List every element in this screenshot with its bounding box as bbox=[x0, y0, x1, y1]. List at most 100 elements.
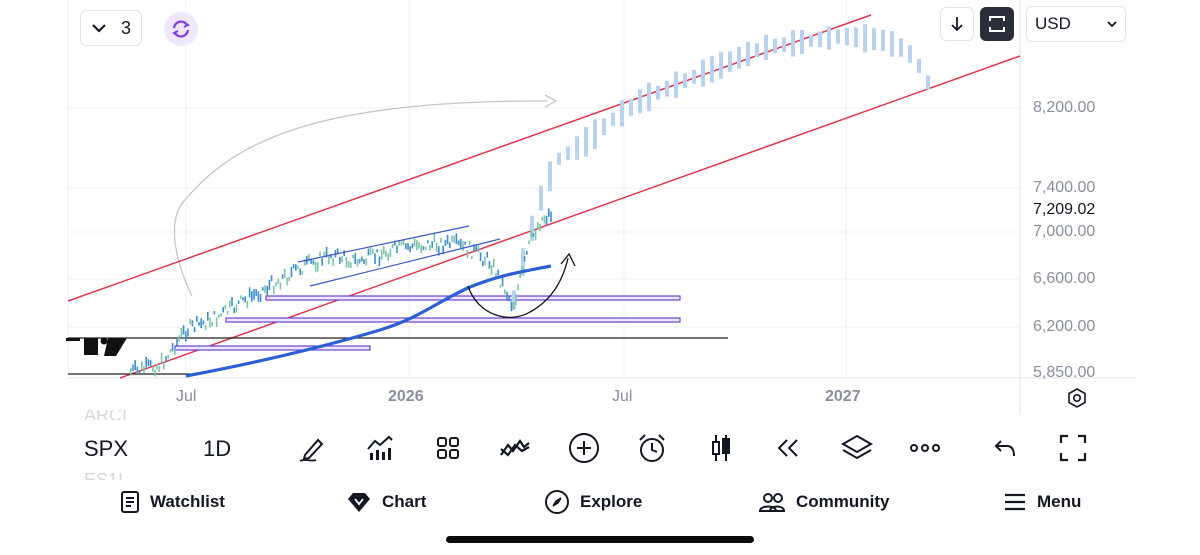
interval-selector[interactable]: 1D bbox=[203, 436, 232, 461]
candle bbox=[442, 245, 444, 255]
time-label: 2026 bbox=[388, 388, 424, 405]
candle bbox=[321, 258, 323, 266]
chart-settings-button[interactable] bbox=[1064, 386, 1090, 410]
add-button[interactable] bbox=[564, 428, 604, 468]
nav-explore[interactable]: Explore bbox=[544, 488, 642, 516]
candles-icon bbox=[712, 435, 730, 461]
candle bbox=[517, 284, 519, 291]
fullscreen-button[interactable] bbox=[1053, 428, 1093, 468]
projection-candle bbox=[863, 24, 867, 53]
projection-candle bbox=[818, 31, 822, 48]
projection-candle bbox=[899, 38, 903, 57]
candle bbox=[385, 250, 387, 257]
candle bbox=[446, 234, 449, 245]
zone-rect-2[interactable] bbox=[225, 317, 681, 323]
candle bbox=[352, 254, 354, 259]
candle bbox=[475, 245, 477, 251]
candle bbox=[158, 366, 161, 372]
patterns-button[interactable] bbox=[495, 428, 535, 468]
candle bbox=[211, 321, 213, 327]
alert-button[interactable] bbox=[632, 428, 672, 468]
moving-average-line[interactable] bbox=[185, 264, 552, 378]
chart-canvas[interactable] bbox=[0, 0, 1200, 415]
current-price-label: 7,209.02 bbox=[1033, 201, 1096, 218]
projection-candle bbox=[791, 30, 795, 57]
layouts-button[interactable] bbox=[428, 428, 468, 468]
candle bbox=[220, 313, 222, 317]
gray-arrow-drawing[interactable] bbox=[173, 100, 549, 297]
replay-button[interactable] bbox=[768, 428, 808, 468]
indicators-button[interactable] bbox=[360, 428, 400, 468]
candle bbox=[182, 325, 185, 335]
rising-channel-top[interactable] bbox=[297, 225, 470, 263]
candle bbox=[512, 301, 515, 310]
sync-button[interactable] bbox=[164, 12, 198, 46]
channel-upper-line[interactable] bbox=[67, 14, 872, 302]
channel-lower-line[interactable] bbox=[119, 55, 1021, 379]
projection-candle bbox=[728, 51, 732, 72]
candle bbox=[464, 241, 466, 245]
rising-channel-bottom[interactable] bbox=[309, 238, 501, 287]
candle bbox=[526, 251, 528, 255]
candle bbox=[262, 287, 264, 291]
symbol-selector[interactable]: SPX bbox=[84, 436, 129, 461]
candle bbox=[416, 240, 418, 251]
candle bbox=[284, 268, 286, 278]
projection-candle bbox=[701, 59, 705, 87]
currency-select[interactable]: USD bbox=[1026, 6, 1126, 42]
candle bbox=[222, 307, 224, 313]
candle bbox=[477, 245, 480, 253]
price-tick: 6,600.00 bbox=[1033, 270, 1096, 287]
projection-candle bbox=[611, 112, 615, 126]
candle bbox=[218, 314, 220, 318]
auto-scale-button[interactable] bbox=[980, 7, 1014, 41]
drawing-tool-button[interactable] bbox=[292, 428, 332, 468]
nav-watchlist[interactable]: Watchlist bbox=[120, 488, 225, 516]
projection-candle bbox=[764, 34, 768, 60]
more-button[interactable] bbox=[905, 428, 945, 468]
scroll-down-button[interactable] bbox=[940, 7, 974, 41]
candle bbox=[134, 360, 136, 371]
nav-chart[interactable]: Chart bbox=[346, 488, 426, 516]
nav-watchlist-label: Watchlist bbox=[150, 492, 225, 511]
projection-candle bbox=[737, 47, 741, 69]
candle bbox=[297, 265, 299, 269]
candle bbox=[185, 331, 187, 342]
projection-candle bbox=[890, 31, 894, 57]
candle bbox=[266, 286, 268, 296]
candle bbox=[176, 339, 178, 346]
candle bbox=[235, 304, 238, 313]
projection-candle bbox=[800, 30, 804, 54]
candle bbox=[207, 312, 209, 321]
cup-arrow-drawing[interactable] bbox=[467, 257, 569, 318]
nav-menu[interactable]: Menu bbox=[1003, 488, 1081, 516]
undo-button[interactable] bbox=[985, 428, 1025, 468]
candle bbox=[486, 251, 488, 258]
candle bbox=[510, 301, 513, 312]
projection-candle bbox=[854, 27, 858, 48]
candle bbox=[431, 241, 433, 248]
chart-type-button[interactable] bbox=[701, 428, 741, 468]
candle bbox=[273, 285, 275, 295]
candle bbox=[508, 296, 510, 302]
candle bbox=[253, 289, 255, 300]
diamond-icon bbox=[348, 493, 370, 512]
candle bbox=[251, 291, 253, 302]
projection-candle bbox=[719, 52, 723, 79]
ghost-symbol-above: ARCI bbox=[84, 410, 128, 420]
candle bbox=[427, 240, 429, 244]
nav-community[interactable]: Community bbox=[758, 488, 890, 516]
candle bbox=[429, 245, 431, 251]
price-tick: 7,400.00 bbox=[1033, 179, 1096, 196]
candle bbox=[521, 266, 524, 271]
candle bbox=[339, 256, 341, 265]
zone-rect-3[interactable] bbox=[174, 345, 371, 351]
projection-candle bbox=[521, 248, 525, 276]
layers-button[interactable] bbox=[837, 428, 877, 468]
projection-candle bbox=[620, 100, 624, 127]
candle bbox=[301, 271, 304, 275]
candle bbox=[152, 366, 154, 372]
layers-icon bbox=[840, 434, 874, 460]
candle bbox=[295, 264, 297, 271]
layout-button[interactable]: 3 bbox=[80, 10, 142, 46]
